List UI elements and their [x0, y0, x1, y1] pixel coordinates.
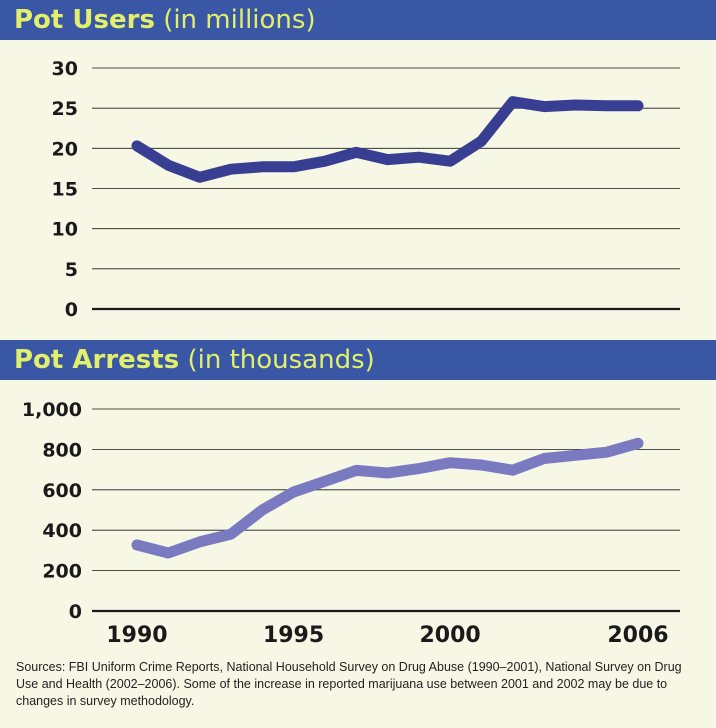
arrests-chart-title: Pot Arrests (in thousands) — [14, 343, 375, 377]
users-title: Pot Users — [14, 5, 155, 35]
y-tick-label: 600 — [42, 480, 82, 502]
series-line — [131, 96, 644, 183]
arrests-title: Pot Arrests — [14, 345, 180, 375]
x-tick-label: 1995 — [263, 623, 324, 648]
y-tick-label: 30 — [52, 58, 78, 80]
y-tick-label: 200 — [42, 561, 82, 583]
y-tick-label: 15 — [52, 179, 78, 201]
y-tick-label: 10 — [52, 219, 78, 241]
source-note: Sources: FBI Uniform Crime Reports, Nati… — [16, 660, 682, 708]
users-title-band: Pot Users (in millions) — [0, 0, 716, 40]
arrests-subtitle: (in thousands) — [187, 345, 375, 375]
y-tick-label: 5 — [65, 259, 78, 281]
y-tick-label: 20 — [52, 138, 78, 160]
y-tick-label: 0 — [69, 601, 82, 623]
x-tick-label: 2000 — [420, 623, 481, 648]
y-tick-label: 25 — [52, 98, 78, 120]
y-tick-label: 400 — [42, 520, 82, 542]
y-tick-label: 1,000 — [22, 399, 82, 421]
y-tick-label: 800 — [42, 439, 82, 461]
series-line — [131, 437, 644, 559]
users-subtitle: (in millions) — [163, 5, 316, 35]
y-tick-label: 0 — [65, 299, 78, 321]
arrests-title-band: Pot Arrests (in thousands) — [0, 340, 716, 380]
arrests-line-chart: 0 200 400 600 800 1,000 1990 1995 2000 2006 — [22, 399, 680, 648]
users-chart-title: Pot Users (in millions) — [14, 3, 316, 37]
x-tick-label: 2006 — [607, 623, 668, 648]
users-line-chart: 0 5 10 15 20 25 30 — [52, 58, 680, 321]
x-tick-label: 1990 — [106, 623, 167, 648]
